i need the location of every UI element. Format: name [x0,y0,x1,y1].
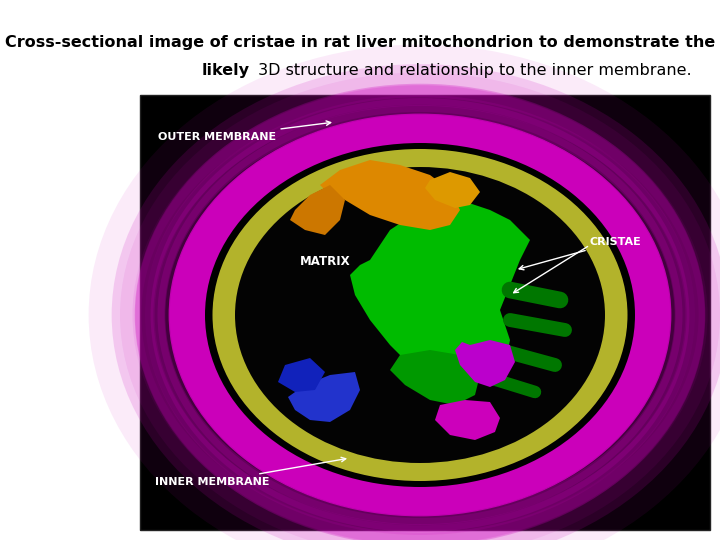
Ellipse shape [145,95,695,535]
Text: INNER MEMBRANE: INNER MEMBRANE [155,457,346,487]
Text: MATRIX: MATRIX [300,255,351,268]
Ellipse shape [170,115,670,515]
Polygon shape [425,172,480,208]
Polygon shape [320,160,460,230]
Polygon shape [288,372,360,422]
Ellipse shape [235,167,605,463]
Text: OUTER MEMBRANE: OUTER MEMBRANE [158,121,330,142]
Ellipse shape [158,105,683,525]
Polygon shape [278,358,325,392]
Polygon shape [350,200,530,385]
Ellipse shape [132,85,708,540]
Polygon shape [435,400,500,440]
Ellipse shape [205,143,635,487]
Text: Cross-sectional image of cristae in rat liver mitochondrion to demonstrate the: Cross-sectional image of cristae in rat … [5,35,715,50]
Polygon shape [390,350,480,405]
Polygon shape [455,340,515,387]
Text: likely: likely [202,63,250,78]
Text: CRISTAE: CRISTAE [519,237,642,270]
Polygon shape [290,185,345,235]
Ellipse shape [212,149,628,481]
Text: 3D structure and relationship to the inner membrane.: 3D structure and relationship to the inn… [253,63,692,78]
Bar [140,95,710,530]
Ellipse shape [170,115,670,515]
